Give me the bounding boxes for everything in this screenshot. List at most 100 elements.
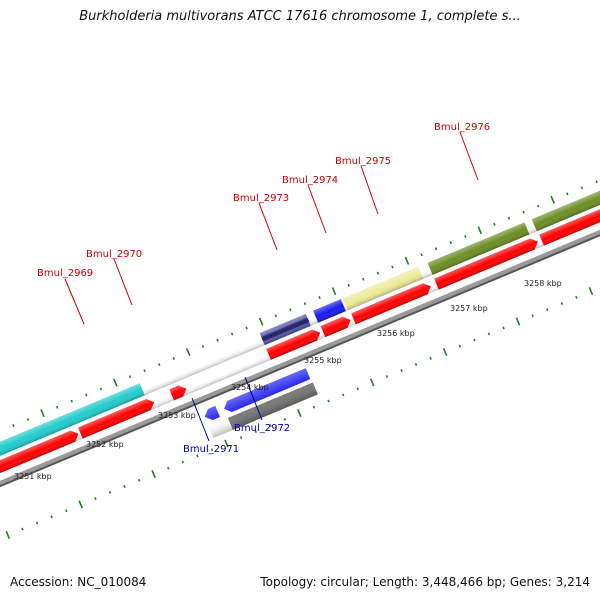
scale-minor-tick	[376, 271, 380, 275]
scale-minor-tick	[458, 344, 462, 348]
scale-minor-tick	[35, 521, 39, 525]
scale-tick-label: 3251 kbp	[14, 472, 52, 481]
label-leader	[459, 131, 479, 181]
label-leader	[307, 184, 327, 234]
scale-minor-tick	[362, 277, 365, 281]
scale-minor-tick	[414, 362, 418, 366]
scale-minor-tick	[12, 424, 15, 428]
scale-minor-tick	[239, 436, 243, 440]
scale-minor-tick	[137, 478, 141, 482]
scale-major-tick	[40, 409, 45, 418]
scale-minor-tick	[434, 247, 438, 251]
forward-cds-track	[0, 194, 600, 492]
scale-minor-tick	[522, 210, 525, 214]
gene-shading	[0, 178, 600, 477]
label-leader	[244, 376, 263, 421]
scale-minor-tick	[210, 448, 214, 452]
scale-minor-tick	[531, 314, 534, 318]
scale-minor-tick	[50, 515, 53, 519]
scale-minor-tick	[65, 509, 68, 513]
scale-major-tick	[477, 226, 483, 235]
gene-label-bmul-2975[interactable]: Bmul_2975	[335, 156, 391, 167]
scale-major-tick	[442, 348, 448, 357]
scale-major-tick	[515, 317, 521, 326]
gene-label-bmul-2973[interactable]: Bmul_2973	[233, 193, 289, 204]
scale-major-tick	[404, 256, 410, 265]
scale-minor-tick	[167, 466, 170, 470]
accession-text: Accession: NC_010084	[10, 575, 147, 589]
scale-minor-tick	[254, 430, 257, 433]
reverse-gene-labels: Bmul_2971 Bmul_2972	[183, 376, 290, 455]
label-leader	[360, 165, 379, 215]
gene-label-bmul-2969[interactable]: Bmul_2969	[37, 268, 93, 279]
label-leader	[191, 397, 210, 442]
scale-minor-tick	[21, 527, 24, 531]
scale-minor-tick	[274, 314, 278, 318]
scale-minor-tick	[420, 253, 423, 257]
gene-label-bmul-2970[interactable]: Bmul_2970	[86, 249, 142, 260]
scale-minor-tick	[196, 454, 199, 458]
scale-minor-tick	[289, 308, 292, 312]
scale-minor-tick	[347, 283, 350, 287]
scale-minor-tick	[99, 387, 103, 391]
scale-minor-tick	[172, 357, 176, 360]
scale-minor-tick	[464, 235, 467, 238]
scale-labels: 3251 kbp 3252 kbp 3253 kbp 3254 kbp 3255…	[14, 279, 562, 481]
scale-minor-tick	[123, 484, 126, 488]
scale-minor-tick	[575, 295, 578, 299]
scale-minor-tick	[85, 393, 88, 397]
scale-minor-tick	[546, 308, 549, 312]
scale-minor-tick	[128, 375, 132, 379]
scale-tick-label: 3254 kbp	[231, 383, 269, 392]
scale-major-tick	[550, 195, 555, 204]
reverse-gene-track	[202, 367, 318, 439]
gene-label-bmul-2971[interactable]: Bmul_2971	[183, 444, 239, 455]
gene-label-bmul-2976[interactable]: Bmul_2976	[434, 122, 490, 133]
scale-ticks-lower	[5, 287, 594, 539]
gene-label-bmul-2974[interactable]: Bmul_2974	[282, 175, 338, 186]
scale-tick-label: 3256 kbp	[377, 329, 415, 338]
scale-minor-tick	[473, 338, 476, 342]
forward-gene-labels: Bmul_2969 Bmul_2970 Bmul_2973 Bmul_2974 …	[37, 122, 490, 325]
scale-minor-tick	[245, 326, 248, 330]
scale-minor-tick	[560, 302, 564, 305]
scale-minor-tick	[327, 399, 330, 403]
scale-major-tick	[78, 500, 83, 509]
scale-minor-tick	[449, 241, 452, 245]
scale-major-tick	[369, 378, 375, 387]
label-leader	[64, 278, 85, 325]
scale-minor-tick	[566, 192, 569, 196]
scale-major-tick	[588, 287, 594, 296]
scale-minor-tick	[356, 387, 359, 391]
scale-minor-tick	[94, 497, 97, 501]
scale-tick-label: 3257 kbp	[450, 304, 488, 313]
scale-minor-tick	[318, 296, 321, 299]
scale-major-tick	[5, 530, 11, 539]
scale-minor-tick	[487, 332, 491, 336]
scale-minor-tick	[181, 460, 185, 464]
scale-minor-tick	[341, 393, 345, 397]
scale-tick-label: 3253 kbp	[158, 411, 196, 420]
scale-minor-tick	[385, 375, 389, 379]
scale-minor-tick	[108, 491, 112, 494]
gene-label-bmul-2972[interactable]: Bmul_2972	[234, 423, 290, 434]
label-leader	[258, 202, 278, 251]
scale-tick-label: 3252 kbp	[86, 440, 124, 449]
scale-minor-tick	[216, 338, 219, 342]
scale-minor-tick	[230, 332, 234, 336]
chromosome-backbone	[0, 173, 600, 526]
scale-minor-tick	[303, 302, 307, 306]
cds-shading	[0, 194, 600, 492]
scale-ticks-upper	[0, 180, 598, 434]
scale-minor-tick	[595, 180, 598, 184]
map-title: Burkholderia multivorans ATCC 17616 chro…	[79, 9, 521, 24]
scale-minor-tick	[26, 417, 30, 421]
scale-minor-tick	[269, 423, 272, 427]
scale-major-tick	[297, 409, 302, 417]
scale-tick-label: 3255 kbp	[304, 356, 342, 365]
scale-minor-tick	[201, 344, 205, 348]
scale-major-tick	[258, 317, 264, 326]
scale-major-tick	[151, 469, 156, 478]
scale-minor-tick	[536, 204, 540, 208]
